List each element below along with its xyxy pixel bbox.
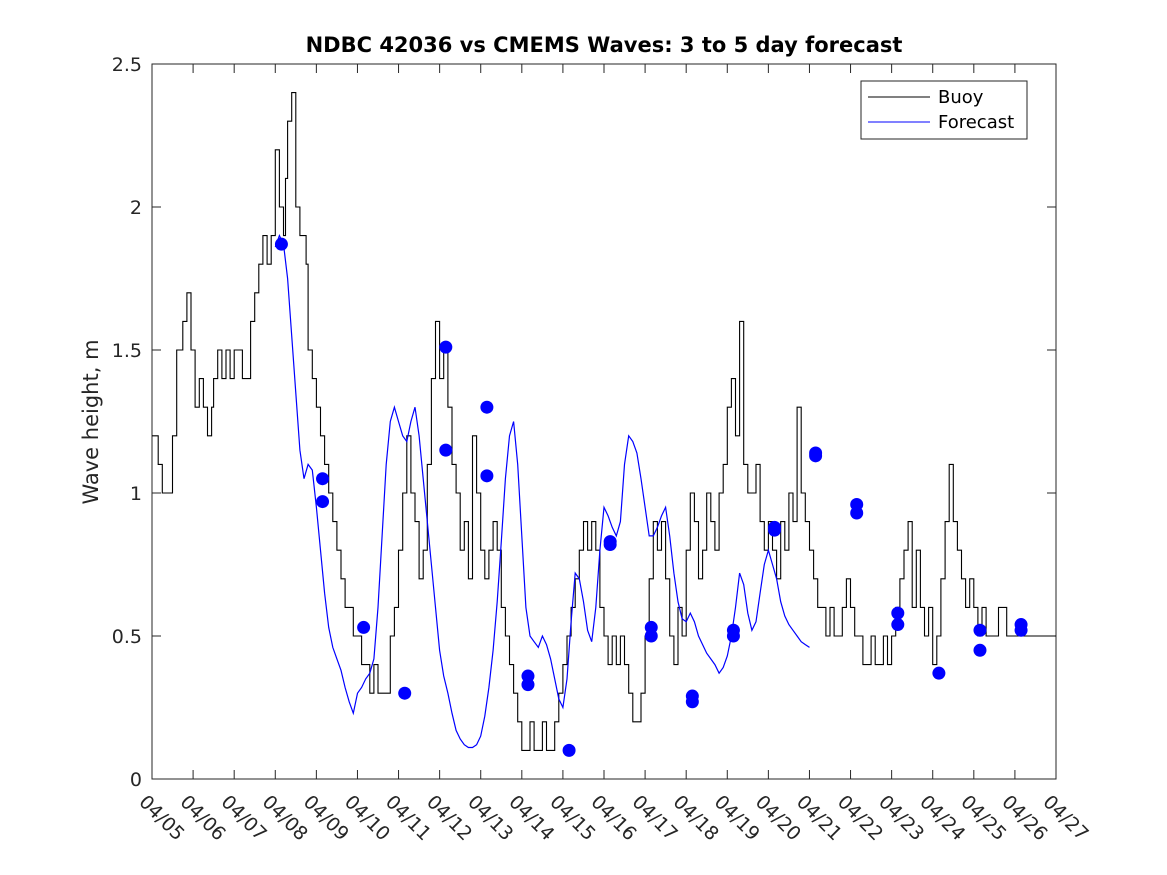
forecast-marker [521,678,535,692]
y-tick-label: 1 [130,483,142,505]
forecast-marker [480,400,494,414]
forecast-marker [685,695,699,709]
forecast-marker [850,506,864,520]
forecast-marker [973,623,987,637]
y-tick-label: 2 [130,197,142,219]
forecast-marker [316,495,330,509]
forecast-marker [768,523,782,537]
forecast-marker [398,686,412,700]
chart-title: NDBC 42036 vs CMEMS Waves: 3 to 5 day fo… [306,33,903,57]
legend-label-buoy: Buoy [938,87,984,108]
forecast-marker [316,472,330,486]
y-axis-label: Wave height, m [79,339,103,504]
legend: Buoy Forecast [860,80,1028,140]
buoy-series-line [152,92,1056,751]
forecast-series-line [274,234,810,749]
forecast-marker [891,606,905,620]
forecast-marker [439,443,453,457]
forecast-marker [891,618,905,632]
forecast-marker [809,449,823,463]
forecast-marker [603,537,617,551]
forecast-marker [973,643,987,657]
forecast-marker [274,237,288,251]
forecast-marker [1014,623,1028,637]
legend-label-forecast: Forecast [938,112,1014,133]
forecast-marker [644,629,658,643]
forecast-marker [932,666,946,680]
y-tick-label: 2.5 [112,54,142,76]
y-tick-label: 0 [130,769,142,791]
y-tick-label: 0.5 [112,626,142,648]
forecast-marker [480,469,494,483]
legend-box [860,80,1028,140]
forecast-marker [439,340,453,354]
y-tick-label: 1.5 [112,340,142,362]
forecast-marker [562,743,576,757]
forecast-marker [726,629,740,643]
forecast-marker [357,620,371,634]
